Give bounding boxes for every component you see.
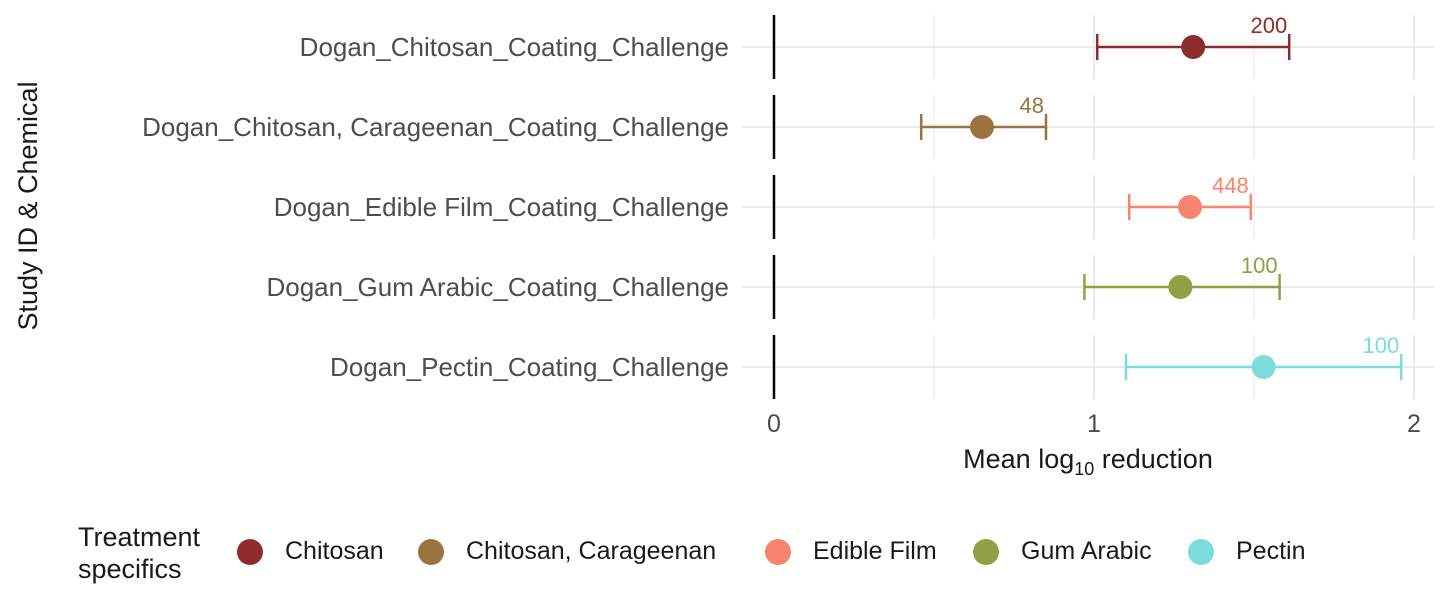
row-3-point (1178, 195, 1202, 219)
x-tick-label-2: 2 (1407, 410, 1421, 438)
x-axis-title: Mean log10 reduction (963, 444, 1213, 479)
x-axis-ticks: 0 1 2 (767, 410, 1421, 438)
plot-rows: Dogan_Chitosan_Coating_Challenge 200 Dogan… (142, 13, 1403, 399)
row-4-n-label: 100 (1241, 253, 1278, 278)
y-axis-title: Study ID & Chemical (13, 81, 43, 330)
row-3-n-label: 448 (1212, 173, 1249, 198)
row-4-label: Dogan_Gum Arabic_Coating_Challenge (266, 272, 729, 302)
row-1-n-label: 200 (1250, 13, 1287, 38)
row-5-label: Dogan_Pectin_Coating_Challenge (330, 352, 729, 382)
row-2-n-label: 48 (1020, 93, 1044, 118)
row-5-point (1251, 355, 1276, 379)
row-1-label: Dogan_Chitosan_Coating_Challenge (300, 32, 729, 62)
row-4-point (1168, 275, 1193, 299)
row-5-n-label: 100 (1362, 333, 1399, 358)
row-2-label: Dogan_Chitosan, Carageenan_Coating_Chall… (142, 112, 729, 142)
grid (742, 15, 1434, 399)
row-3-label: Dogan_Edible Film_Coating_Challenge (274, 192, 729, 222)
row-2-point (970, 115, 994, 139)
x-tick-label-1: 1 (1087, 410, 1101, 438)
x-tick-label-0: 0 (767, 410, 781, 438)
row-1-point (1181, 35, 1206, 59)
